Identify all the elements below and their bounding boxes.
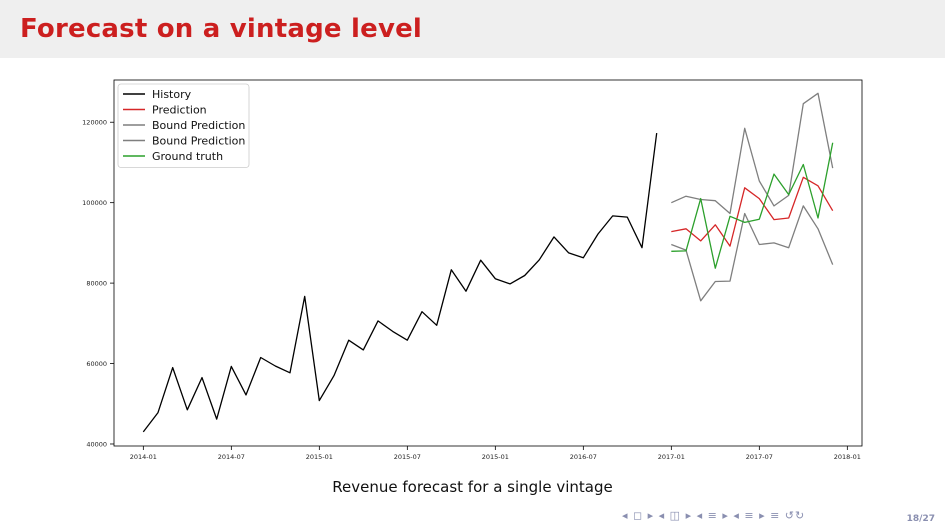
y-tick-label: 80000	[86, 279, 107, 287]
x-tick-label: 2015-07	[394, 453, 421, 461]
x-tick-label: 2015-01	[306, 453, 333, 461]
x-tick-label: 2014-01	[130, 453, 157, 461]
series-line-history-0	[142, 133, 658, 433]
legend-entry: History	[152, 88, 192, 101]
y-tick-label: 100000	[82, 199, 107, 207]
legend-entry: Bound Prediction	[152, 135, 245, 148]
x-tick-label: 2017-07	[746, 453, 773, 461]
y-tick-label: 60000	[86, 360, 107, 368]
x-tick-label: 2015-01	[482, 453, 509, 461]
x-tick-label: 2018-01	[834, 453, 861, 461]
y-tick-label: 120000	[82, 119, 107, 127]
slide-title: Forecast on a vintage level	[20, 14, 423, 44]
page-number: 18/27	[906, 514, 935, 524]
x-tick-label: 2016-07	[570, 453, 597, 461]
x-tick-label: 2017-01	[658, 453, 685, 461]
chart-caption: Revenue forecast for a single vintage	[332, 478, 613, 496]
plot-frame	[113, 79, 863, 447]
legend-entry: Ground truth	[152, 150, 223, 163]
forecast-chart: 2014-01 2014-07 2015-01 2015-07 2015-01 2016-…	[82, 79, 863, 461]
series-line-bound-prediction-2	[671, 92, 834, 215]
series-line-bound-prediction-3	[671, 205, 834, 302]
series-line-prediction-1	[671, 176, 834, 247]
x-tick-label: 2014-07	[218, 453, 245, 461]
y-tick-label: 40000	[86, 440, 107, 448]
slide-title-bar: Forecast on a vintage level	[0, 0, 945, 58]
legend-entry: Bound Prediction	[152, 119, 245, 132]
series-line-ground-truth-4	[671, 142, 834, 269]
beamer-navigation-controls[interactable]: ◂ ◻ ▸ ◂ ◫ ▸ ◂ ≡ ▸ ◂ ≡ ▸ ≡ ↺↻	[622, 509, 806, 522]
chart-legend	[117, 83, 250, 168]
legend-entry: Prediction	[152, 104, 207, 117]
